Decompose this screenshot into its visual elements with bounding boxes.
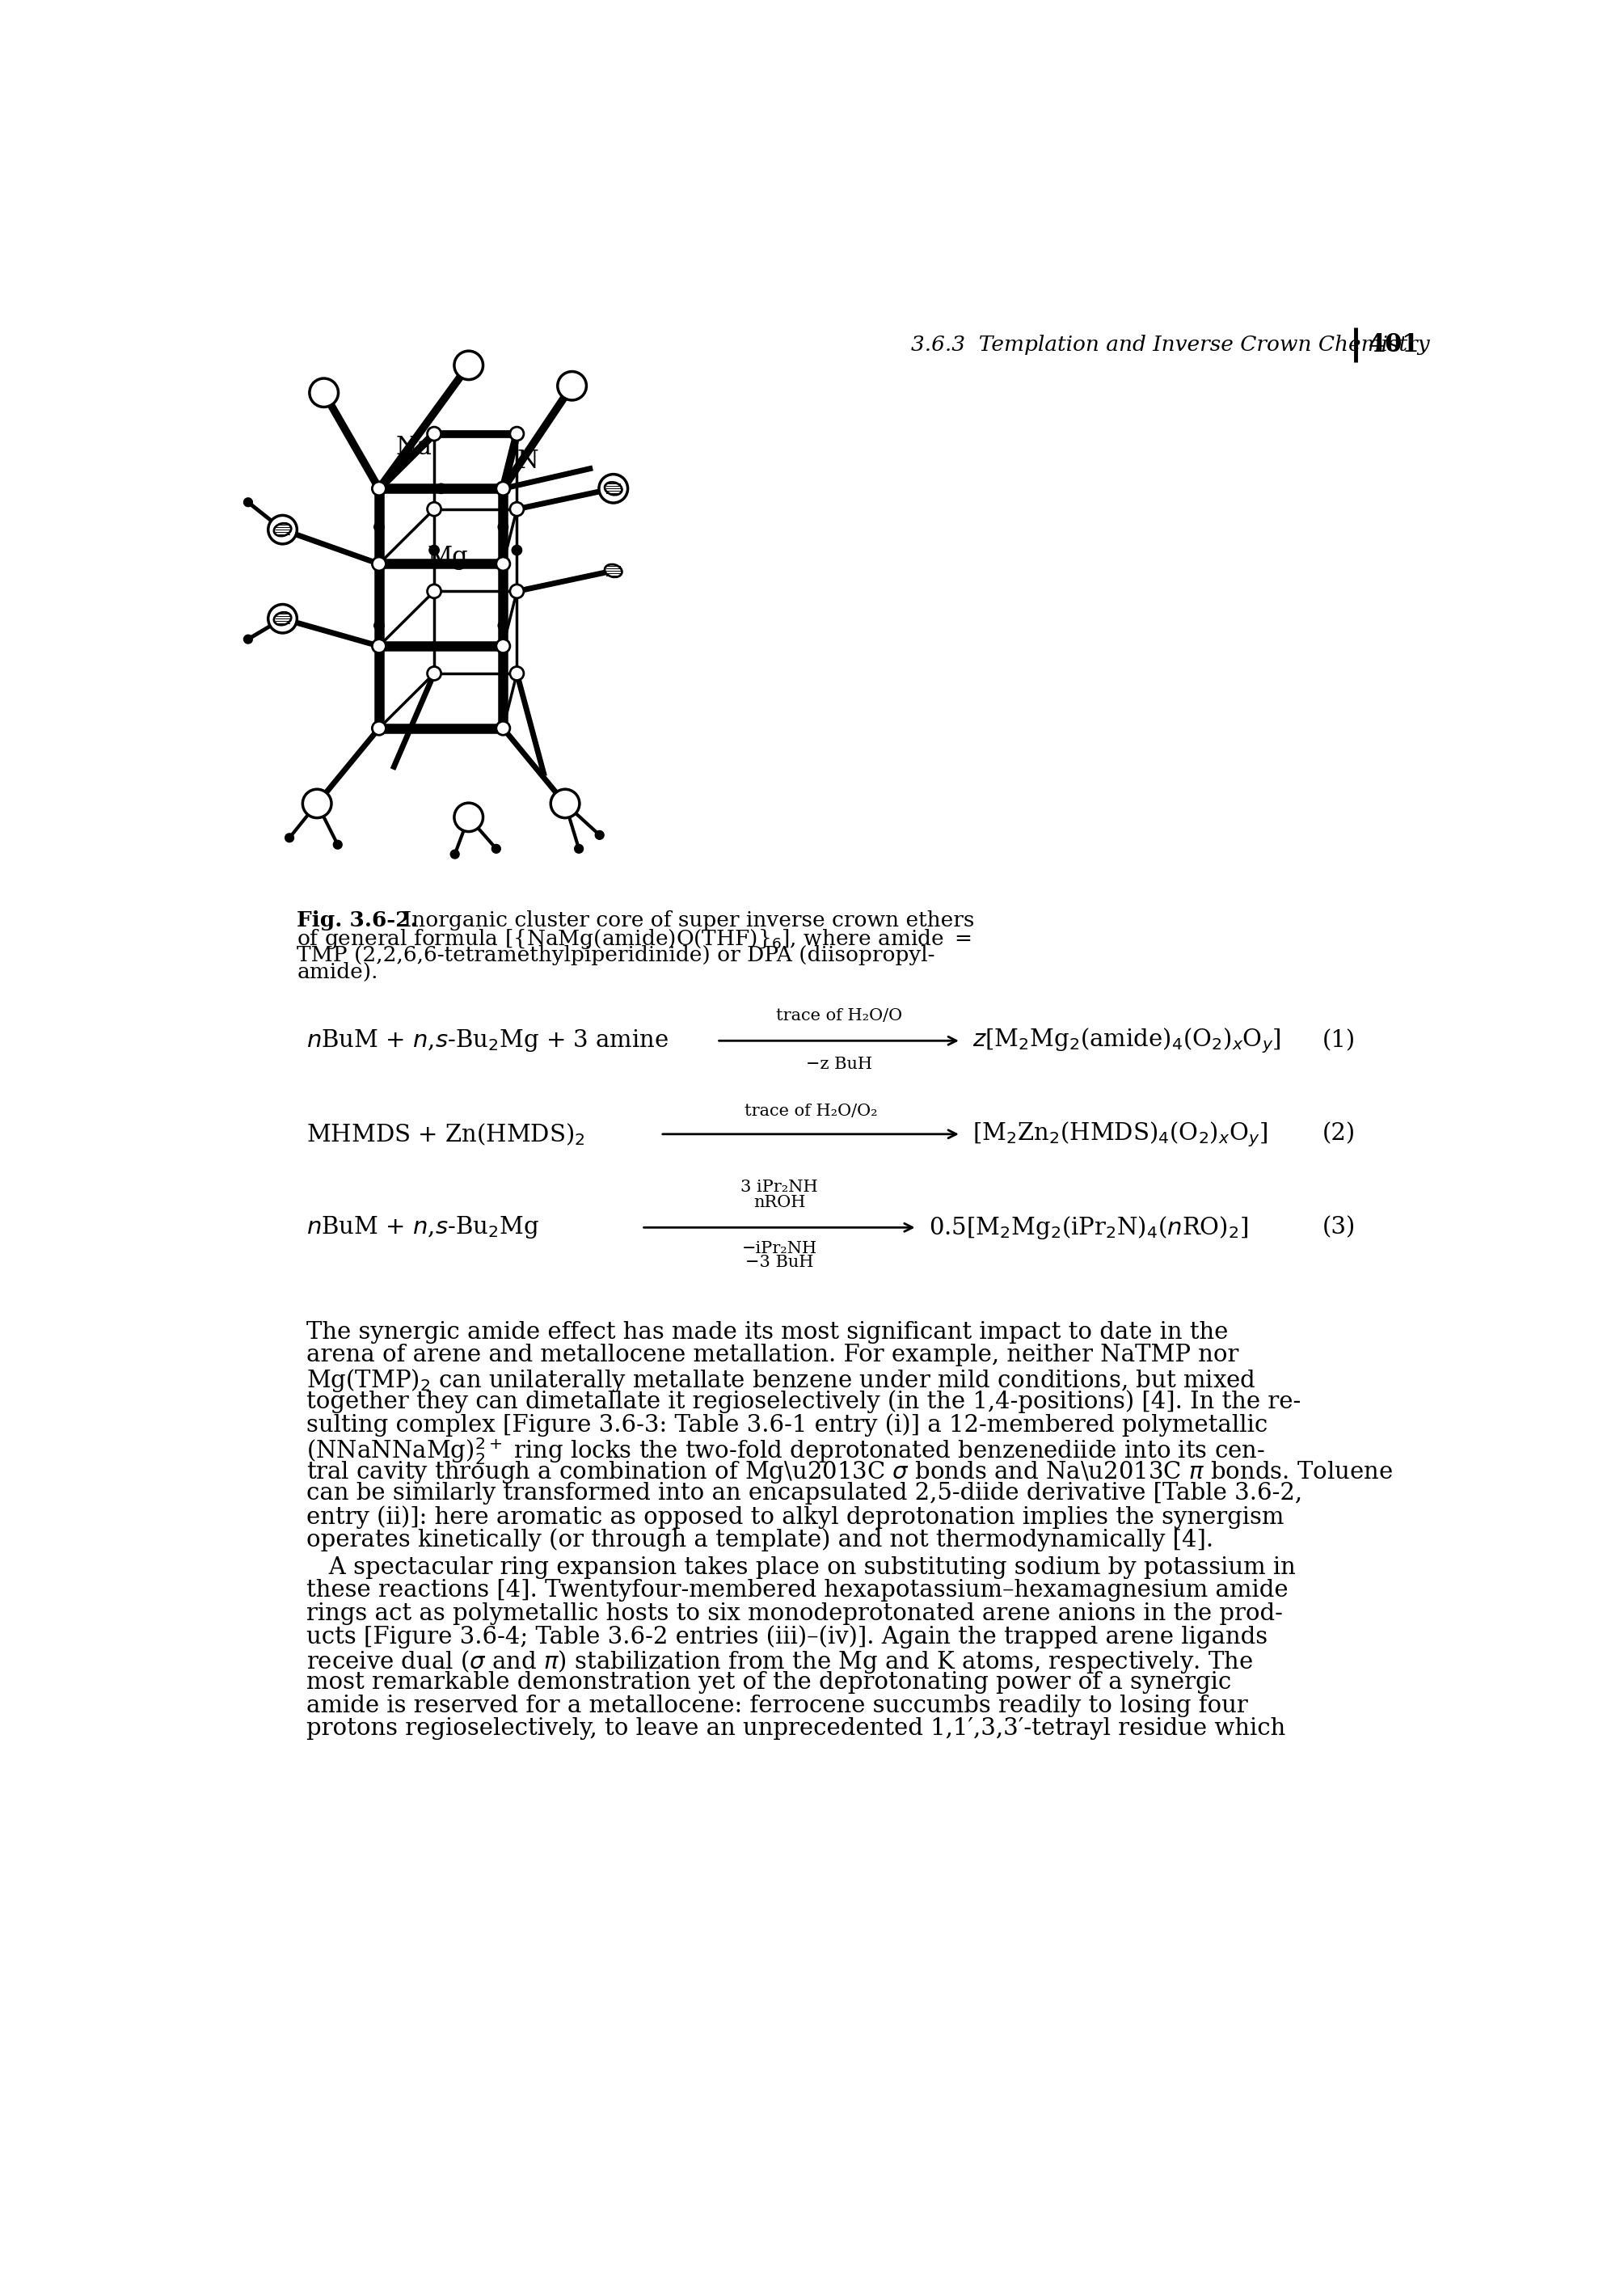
Circle shape	[497, 481, 510, 495]
Circle shape	[286, 834, 294, 841]
Text: receive dual ($\sigma$ and $\pi$) stabilization from the Mg and K atoms, respect: receive dual ($\sigma$ and $\pi$) stabil…	[307, 1648, 1254, 1675]
Circle shape	[510, 502, 525, 516]
Text: Inorganic cluster core of super inverse crown ethers: Inorganic cluster core of super inverse …	[390, 910, 974, 931]
Circle shape	[372, 722, 387, 736]
Text: can be similarly transformed into an encapsulated 2,5-diide derivative [Table 3.: can be similarly transformed into an enc…	[307, 1483, 1302, 1506]
Circle shape	[427, 502, 442, 516]
Text: $z$[M$_2$Mg$_2$(amide)$_4$(O$_2$)$_x$O$_y$]: $z$[M$_2$Mg$_2$(amide)$_4$(O$_2$)$_x$O$_…	[973, 1027, 1281, 1054]
Circle shape	[374, 523, 383, 532]
Circle shape	[499, 621, 508, 630]
Circle shape	[497, 557, 510, 571]
Text: amide).: amide).	[297, 963, 378, 983]
Text: $n$BuM $+$ $n$,$s$-Bu$_2$Mg $+$ 3 amine: $n$BuM $+$ $n$,$s$-Bu$_2$Mg $+$ 3 amine	[307, 1027, 669, 1054]
Text: −3 BuH: −3 BuH	[745, 1256, 814, 1270]
Circle shape	[429, 545, 438, 555]
Text: 3.6.3  Templation and Inverse Crown Chemistry: 3.6.3 Templation and Inverse Crown Chemi…	[911, 335, 1429, 355]
Ellipse shape	[274, 612, 291, 626]
Text: protons regioselectively, to leave an unprecedented 1,1′,3,3′-tetrayl residue wh: protons regioselectively, to leave an un…	[307, 1717, 1286, 1740]
Circle shape	[310, 378, 338, 408]
Circle shape	[497, 639, 510, 653]
Text: $n$BuM $+$ $n$,$s$-Bu$_2$Mg: $n$BuM $+$ $n$,$s$-Bu$_2$Mg	[307, 1215, 539, 1240]
Circle shape	[512, 545, 521, 555]
Text: these reactions [4]. Twentyfour-membered hexapotassium–hexamagnesium amide: these reactions [4]. Twentyfour-membered…	[307, 1579, 1288, 1602]
Text: rings act as polymetallic hosts to six monodeprotonated arene anions in the prod: rings act as polymetallic hosts to six m…	[307, 1602, 1283, 1625]
Text: [M$_2$Zn$_2$(HMDS)$_4$(O$_2$)$_x$O$_y$]: [M$_2$Zn$_2$(HMDS)$_4$(O$_2$)$_x$O$_y$]	[973, 1121, 1268, 1148]
Circle shape	[268, 605, 297, 633]
Ellipse shape	[604, 481, 622, 495]
Text: TMP (2,2,6,6-tetramethylpiperidinide) or DPA (diisopropyl-: TMP (2,2,6,6-tetramethylpiperidinide) or…	[297, 944, 935, 965]
Circle shape	[244, 497, 252, 507]
Circle shape	[499, 523, 508, 532]
Circle shape	[333, 841, 343, 848]
Text: MHMDS $+$ Zn(HMDS)$_2$: MHMDS $+$ Zn(HMDS)$_2$	[307, 1121, 585, 1146]
Text: entry (ii)]: here aromatic as opposed to alkyl deprotonation implies the synergi: entry (ii)]: here aromatic as opposed to…	[307, 1506, 1285, 1529]
Text: arena of arene and metallocene metallation. For example, neither NaTMP nor: arena of arene and metallocene metallati…	[307, 1343, 1239, 1366]
Circle shape	[372, 557, 387, 571]
Text: operates kinetically (or through a template) and not thermodynamically [4].: operates kinetically (or through a templ…	[307, 1529, 1213, 1552]
Text: A spectacular ring expansion takes place on substituting sodium by potassium in: A spectacular ring expansion takes place…	[307, 1556, 1296, 1579]
Text: N: N	[516, 449, 539, 474]
Text: most remarkable demonstration yet of the deprotonating power of a synergic: most remarkable demonstration yet of the…	[307, 1671, 1231, 1694]
Circle shape	[492, 843, 500, 853]
Circle shape	[510, 584, 525, 598]
Text: −z BuH: −z BuH	[806, 1057, 872, 1073]
Text: Na: Na	[396, 435, 432, 461]
Circle shape	[510, 426, 525, 440]
Circle shape	[427, 584, 442, 598]
Circle shape	[372, 639, 387, 653]
Text: 3 iPr₂NH: 3 iPr₂NH	[741, 1180, 818, 1194]
Circle shape	[455, 351, 482, 380]
Text: Fig. 3.6-2.: Fig. 3.6-2.	[297, 910, 417, 931]
Circle shape	[302, 788, 331, 818]
Text: trace of H₂O/O: trace of H₂O/O	[776, 1008, 901, 1022]
Circle shape	[455, 802, 482, 832]
Circle shape	[497, 722, 510, 736]
Circle shape	[244, 635, 252, 644]
Text: (2): (2)	[1322, 1123, 1356, 1146]
Text: Mg: Mg	[427, 545, 468, 571]
Text: trace of H₂O/O₂: trace of H₂O/O₂	[744, 1102, 877, 1118]
Text: Mg(TMP)$_2$ can unilaterally metallate benzene under mild conditions, but mixed: Mg(TMP)$_2$ can unilaterally metallate b…	[307, 1366, 1255, 1394]
Circle shape	[594, 830, 604, 839]
Ellipse shape	[274, 523, 291, 536]
Text: sulting complex [Figure 3.6-3: Table 3.6-1 entry (i)] a 12-membered polymetallic: sulting complex [Figure 3.6-3: Table 3.6…	[307, 1412, 1268, 1437]
Text: The synergic amide effect has made its most significant impact to date in the: The synergic amide effect has made its m…	[307, 1320, 1228, 1343]
Circle shape	[599, 474, 628, 502]
Circle shape	[372, 481, 387, 495]
Text: 401: 401	[1369, 332, 1419, 358]
Text: (1): (1)	[1322, 1029, 1356, 1052]
Circle shape	[557, 371, 586, 401]
Text: 0.5[M$_2$Mg$_2$(iPr$_2$N)$_4$($n$RO)$_2$]: 0.5[M$_2$Mg$_2$(iPr$_2$N)$_4$($n$RO)$_2$…	[929, 1215, 1247, 1240]
Circle shape	[575, 843, 583, 853]
Text: tral cavity through a combination of Mg\u2013C $\sigma$ bonds and Na\u2013C $\pi: tral cavity through a combination of Mg\…	[307, 1460, 1393, 1485]
Text: nROH: nROH	[754, 1194, 806, 1210]
Text: (NNaNNaMg)$_2^{2+}$ ring locks the two-fold deprotonated benzenediide into its c: (NNaNNaMg)$_2^{2+}$ ring locks the two-f…	[307, 1437, 1265, 1467]
Circle shape	[437, 484, 447, 493]
Circle shape	[427, 426, 442, 440]
Circle shape	[450, 850, 460, 860]
Text: −iPr₂NH: −iPr₂NH	[742, 1242, 817, 1256]
Text: of general formula [{NaMg(amide)O(THF)}$_6$], where amide $=$: of general formula [{NaMg(amide)O(THF)}$…	[297, 928, 971, 951]
Circle shape	[551, 788, 580, 818]
Text: amide is reserved for a metallocene: ferrocene succumbs readily to losing four: amide is reserved for a metallocene: fer…	[307, 1694, 1247, 1717]
Circle shape	[374, 621, 383, 630]
Text: (3): (3)	[1322, 1217, 1356, 1238]
Text: together they can dimetallate it regioselectively (in the 1,4-positions) [4]. In: together they can dimetallate it regiose…	[307, 1389, 1301, 1414]
Circle shape	[268, 516, 297, 543]
Ellipse shape	[604, 564, 622, 578]
Circle shape	[427, 667, 442, 681]
Text: ucts [Figure 3.6-4; Table 3.6-2 entries (iii)–(iv)]. Again the trapped arene lig: ucts [Figure 3.6-4; Table 3.6-2 entries …	[307, 1625, 1268, 1648]
Circle shape	[510, 667, 525, 681]
